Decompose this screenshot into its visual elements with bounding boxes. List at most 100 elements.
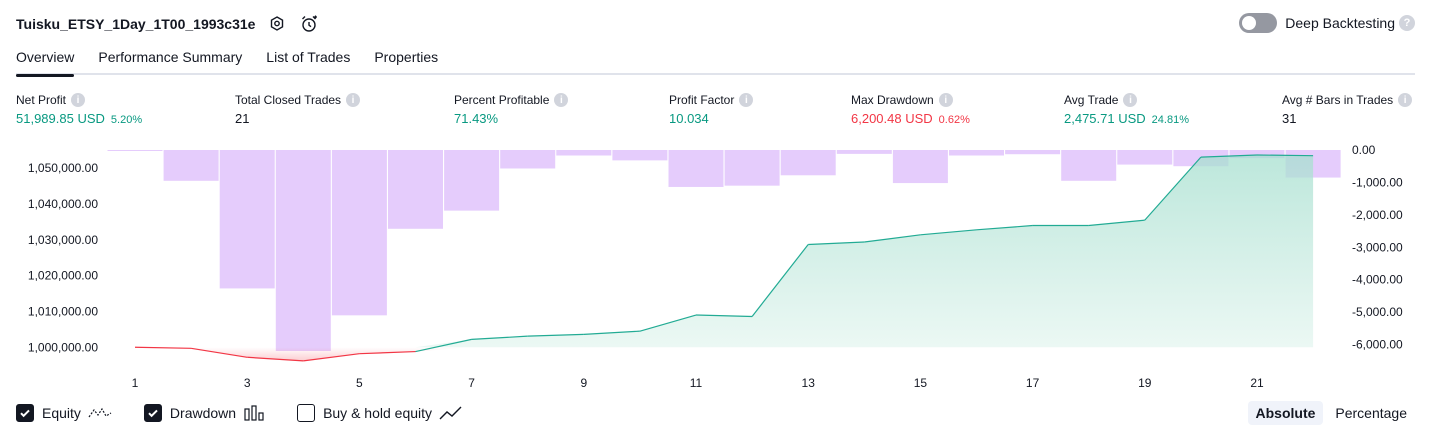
drawdown-bar [949,150,1004,156]
percentage-button[interactable]: Percentage [1335,405,1407,421]
legend-label: Equity [42,405,81,421]
left-axis-tick-label: 1,040,000.00 [28,197,98,211]
metric-percent: 5.20% [110,114,143,126]
metric-percent-profitable: Percent Profitable i 71.43% [454,93,569,126]
info-icon[interactable]: i [554,93,569,107]
drawdown-bar [612,150,668,161]
buy-hold-checkbox[interactable]: Buy & hold equity [297,404,463,422]
x-axis: 1 3 5 7 9 11 13 15 17 19 21 [132,376,1264,390]
metric-label: Avg Trade [1064,93,1119,107]
info-icon[interactable]: i [938,93,953,107]
strategy-header: Tuisku_ETSY_1Day_1T00_1993c31e [16,12,319,36]
deep-backtesting-label: Deep Backtesting [1285,15,1395,31]
equity-line-segment [527,333,584,337]
info-icon[interactable]: i [1123,93,1138,107]
equity-line-segment [751,244,809,317]
equity-line-segment [864,234,921,243]
equity-line-segment [1200,154,1258,158]
equity-line-segment [639,314,697,332]
checkbox-checked-icon[interactable] [143,404,162,422]
drawdown-bar [1005,150,1061,155]
drawdown-bar [780,150,836,176]
x-axis-tick-label: 13 [802,376,816,390]
metric-profit-factor: Profit Factor i 10.034 [669,93,754,126]
right-axis-tick-label: -6,000.00 [1352,338,1403,352]
drawdown-bar [556,150,612,156]
x-axis-tick-label: 21 [1250,376,1264,390]
equity-loss-area [135,347,1314,361]
x-axis-tick-label: 9 [580,376,587,390]
metric-value: 31 [1282,111,1297,126]
metric-net-profit: Net Profit i 51,989.85 USD 5.20% [16,93,142,126]
deep-backtesting-control: Deep Backtesting ? [1239,13,1415,33]
right-axis-tick-label: -3,000.00 [1352,240,1403,254]
tab-properties[interactable]: Properties [374,49,439,65]
metric-avg-trade: Avg Trade i 2,475.71 USD 24.81% [1064,93,1189,126]
x-axis-tick-label: 19 [1138,376,1152,390]
equity-area [135,154,1314,348]
equity-drawdown-chart[interactable]: 1,050,000.00 1,040,000.00 1,030,000.00 1,02… [0,140,1431,395]
left-axis-tick-label: 1,020,000.00 [28,269,98,283]
value-mode-toggle: Absolute Percentage [1244,401,1416,425]
tab-list-of-trades[interactable]: List of Trades [266,49,351,65]
metric-total-closed-trades: Total Closed Trades i 21 [235,93,361,126]
info-icon[interactable]: i [71,93,86,107]
drawdown-bar [388,150,443,229]
right-axis-tick-label: -5,000.00 [1352,305,1403,319]
equity-line-segment [1144,156,1202,221]
metric-label: Net Profit [16,93,67,107]
left-axis-tick-label: 1,010,000.00 [28,304,98,318]
equity-line-segment [415,338,472,353]
x-axis-tick-label: 3 [244,376,251,390]
info-icon[interactable]: i [739,93,754,107]
metric-label: Profit Factor [669,93,735,107]
checkbox-checked-icon[interactable] [16,404,34,422]
info-icon[interactable]: i [1398,93,1413,107]
tab-overview[interactable]: Overview [16,47,75,77]
x-axis-tick-label: 17 [1026,376,1040,390]
drawdown-bar [500,150,556,169]
metric-value: 2,475.71 USD [1064,111,1146,126]
drawdown-bars-icon [243,405,265,421]
info-icon[interactable]: i [346,93,361,107]
equity-line-segment [976,224,1033,231]
x-axis-tick-label: 7 [468,376,475,390]
equity-line-segment [808,241,865,246]
checkbox-unchecked-icon[interactable] [297,404,316,422]
drawdown-bar [219,150,275,289]
x-axis-tick-label: 11 [690,376,703,390]
equity-checkbox[interactable]: Equity [16,404,112,422]
metric-label: Avg # Bars in Trades [1282,93,1394,107]
drawdown-bar [724,150,780,186]
metric-value: 21 [235,111,250,126]
left-axis-tick-label: 1,050,000.00 [28,161,98,175]
equity-series [134,154,1314,362]
metric-value: 6,200.48 USD [851,111,933,126]
equity-line-segment [1256,154,1314,157]
drawdown-bar [331,150,387,316]
drawdown-checkbox[interactable]: Drawdown [143,404,265,422]
drawdown-bar [444,150,500,211]
absolute-button[interactable]: Absolute [1247,401,1324,425]
tab-performance-summary[interactable]: Performance Summary [98,49,243,65]
settings-icon[interactable] [267,14,287,34]
deep-backtesting-toggle[interactable] [1239,13,1278,33]
drawdown-bar [1117,150,1173,165]
right-axis-tick-label: 0.00 [1352,143,1376,157]
x-axis-tick-label: 15 [914,376,928,390]
metric-label: Total Closed Trades [235,93,342,107]
drawdown-bar [1229,150,1285,159]
metrics-row: Net Profit i 51,989.85 USD 5.20% Total Clo… [16,93,1415,133]
left-axis: 1,050,000.00 1,040,000.00 1,030,000.00 1,02… [28,161,98,354]
equity-line-segment [583,330,640,335]
equity-line-segment [471,335,528,340]
alarm-clock-icon[interactable] [299,14,319,34]
equity-line-segment [920,229,977,236]
help-icon[interactable]: ? [1399,15,1415,31]
buy-hold-line-icon [439,405,463,421]
x-axis-tick-label: 1 [132,376,139,390]
right-axis: 0.00 -1,000.00 -2,000.00 -3,000.00 -4,000.00… [1352,143,1403,352]
equity-line-icon [88,405,112,421]
metric-percent: 0.62% [938,114,970,126]
metric-value: 10.034 [669,111,709,126]
